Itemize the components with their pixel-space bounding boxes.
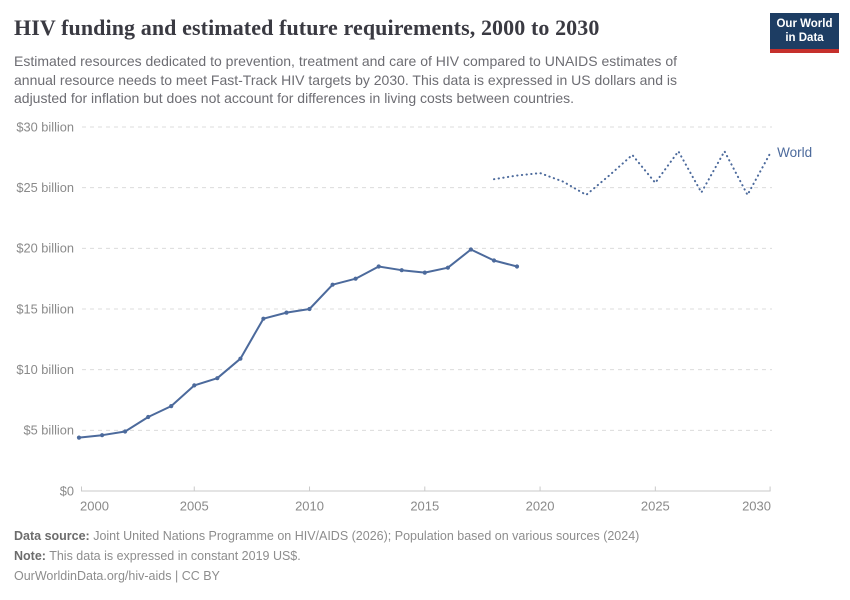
data-point-marker xyxy=(100,433,105,438)
footer-credits: OurWorldinData.org/hiv-aids | CC BY xyxy=(14,569,220,583)
owid-logo-line1: Our World xyxy=(776,18,833,30)
data-point-marker xyxy=(353,276,358,281)
data-point-marker xyxy=(330,282,335,287)
chart-subtitle: Estimated resources dedicated to prevent… xyxy=(14,53,677,107)
funding-line xyxy=(78,248,518,439)
data-point-marker xyxy=(261,316,266,321)
data-point-marker xyxy=(238,356,243,361)
footer-data-source: Data source: Joint United Nations Progra… xyxy=(14,529,639,543)
x-tick-label: 2025 xyxy=(641,499,670,514)
data-point-marker xyxy=(76,435,82,440)
note-label: Note: xyxy=(14,549,46,563)
data-point-marker xyxy=(376,264,381,269)
data-point-marker xyxy=(422,270,427,275)
data-point-marker xyxy=(192,383,197,388)
data-point-marker xyxy=(215,376,220,381)
y-tick-label: $20 billion xyxy=(16,241,74,256)
x-tick-label: 2020 xyxy=(526,499,555,514)
x-tick-label: 2010 xyxy=(295,499,324,514)
x-tick-label: 2030 xyxy=(742,499,771,514)
footer-license: CC BY xyxy=(181,569,220,583)
data-point-marker xyxy=(445,265,450,270)
x-tick-label: 2000 xyxy=(80,499,109,514)
data-point-marker xyxy=(284,310,289,315)
data-point-marker xyxy=(514,264,520,269)
data-point-marker xyxy=(307,306,312,312)
y-tick-label: $15 billion xyxy=(16,301,74,316)
y-tick-label: $30 billion xyxy=(16,119,74,134)
footer-link[interactable]: OurWorldinData.org/hiv-aids xyxy=(14,569,172,583)
y-tick-label: $0 xyxy=(60,483,74,498)
requirements-projection-line xyxy=(493,149,772,198)
y-tick-label: $10 billion xyxy=(16,362,74,377)
owid-logo-line2: in Data xyxy=(785,31,824,44)
y-tick-label: $25 billion xyxy=(16,180,74,195)
data-point-marker xyxy=(399,268,404,273)
x-tick-label: 2005 xyxy=(180,499,209,514)
footer-divider: | xyxy=(171,569,182,583)
owid-logo[interactable]: Our World in Data xyxy=(770,13,839,53)
data-point-marker xyxy=(123,429,128,434)
data-point-marker xyxy=(146,414,151,420)
data-source-label: Data source: xyxy=(14,529,90,543)
data-point-marker xyxy=(468,247,473,252)
data-point-marker xyxy=(169,404,174,409)
page-title: HIV funding and estimated future require… xyxy=(14,15,600,40)
data-point-marker xyxy=(491,258,497,263)
y-tick-label: $5 billion xyxy=(23,423,74,438)
note-text: This data is expressed in constant 2019 … xyxy=(45,549,301,563)
series-end-label: World xyxy=(777,145,812,160)
x-tick-label: 2015 xyxy=(410,499,439,514)
data-source-text: Joint United Nations Programme on HIV/AI… xyxy=(89,529,640,543)
footer-note: Note: This data is expressed in constant… xyxy=(14,549,301,563)
